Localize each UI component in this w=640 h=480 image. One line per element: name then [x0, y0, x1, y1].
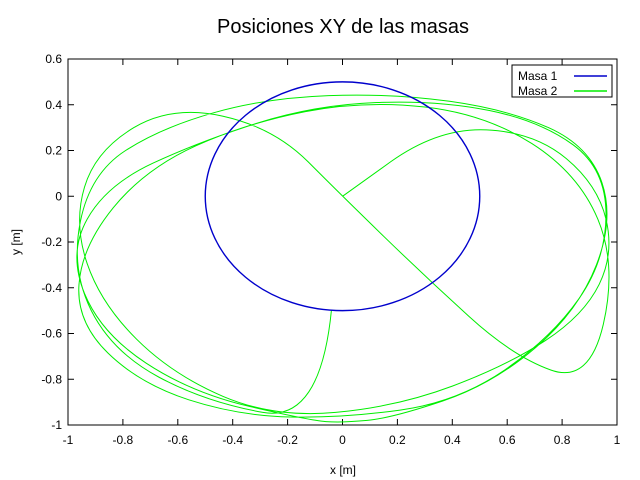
y-tick-label: -0.6 — [41, 327, 62, 341]
y-tick-label: -0.4 — [41, 281, 62, 295]
y-tick-label: -0.2 — [41, 235, 62, 249]
x-tick-label: -0.4 — [222, 433, 243, 447]
y-axis-label: y [m] — [9, 229, 23, 255]
x-tick-label: -1 — [63, 433, 74, 447]
y-tick-label: 0.6 — [45, 52, 62, 66]
y-tick-label: -0.8 — [41, 372, 62, 386]
series-layer — [76, 81, 610, 423]
plot-border — [67, 58, 618, 426]
x-tick-label: 0.8 — [554, 433, 571, 447]
x-tick-label: 0.4 — [444, 433, 461, 447]
legend-label: Masa 1 — [518, 69, 558, 83]
y-tick-label: 0.2 — [45, 144, 62, 158]
chart-title: Posiciones XY de las masas — [217, 16, 469, 38]
legend-label: Masa 2 — [518, 84, 558, 98]
y-axis: -1 -0.8 -0.6 -0.4 -0.2 0 0.2 0.4 0.6 — [41, 52, 617, 432]
x-tick-label: 0.6 — [499, 433, 516, 447]
x-tick-label: -0.8 — [113, 433, 134, 447]
x-tick-label: 0 — [339, 433, 346, 447]
y-tick-label: 0 — [55, 189, 62, 203]
x-tick-label: -0.2 — [277, 433, 298, 447]
x-axis-label: x [m] — [330, 463, 356, 477]
y-tick-label: 0.4 — [45, 98, 62, 112]
x-tick-label: 0.2 — [389, 433, 406, 447]
x-axis: -1 -0.8 -0.6 -0.4 -0.2 0 0.2 0.4 0.6 0.8 1 — [63, 59, 621, 447]
plot-frame — [67, 58, 618, 426]
y-tick-label: -1 — [51, 418, 62, 432]
series-masa-1-line — [204, 81, 481, 312]
x-tick-label: 1 — [614, 433, 621, 447]
x-tick-label: -0.6 — [167, 433, 188, 447]
series-masa-2-line — [76, 94, 610, 423]
